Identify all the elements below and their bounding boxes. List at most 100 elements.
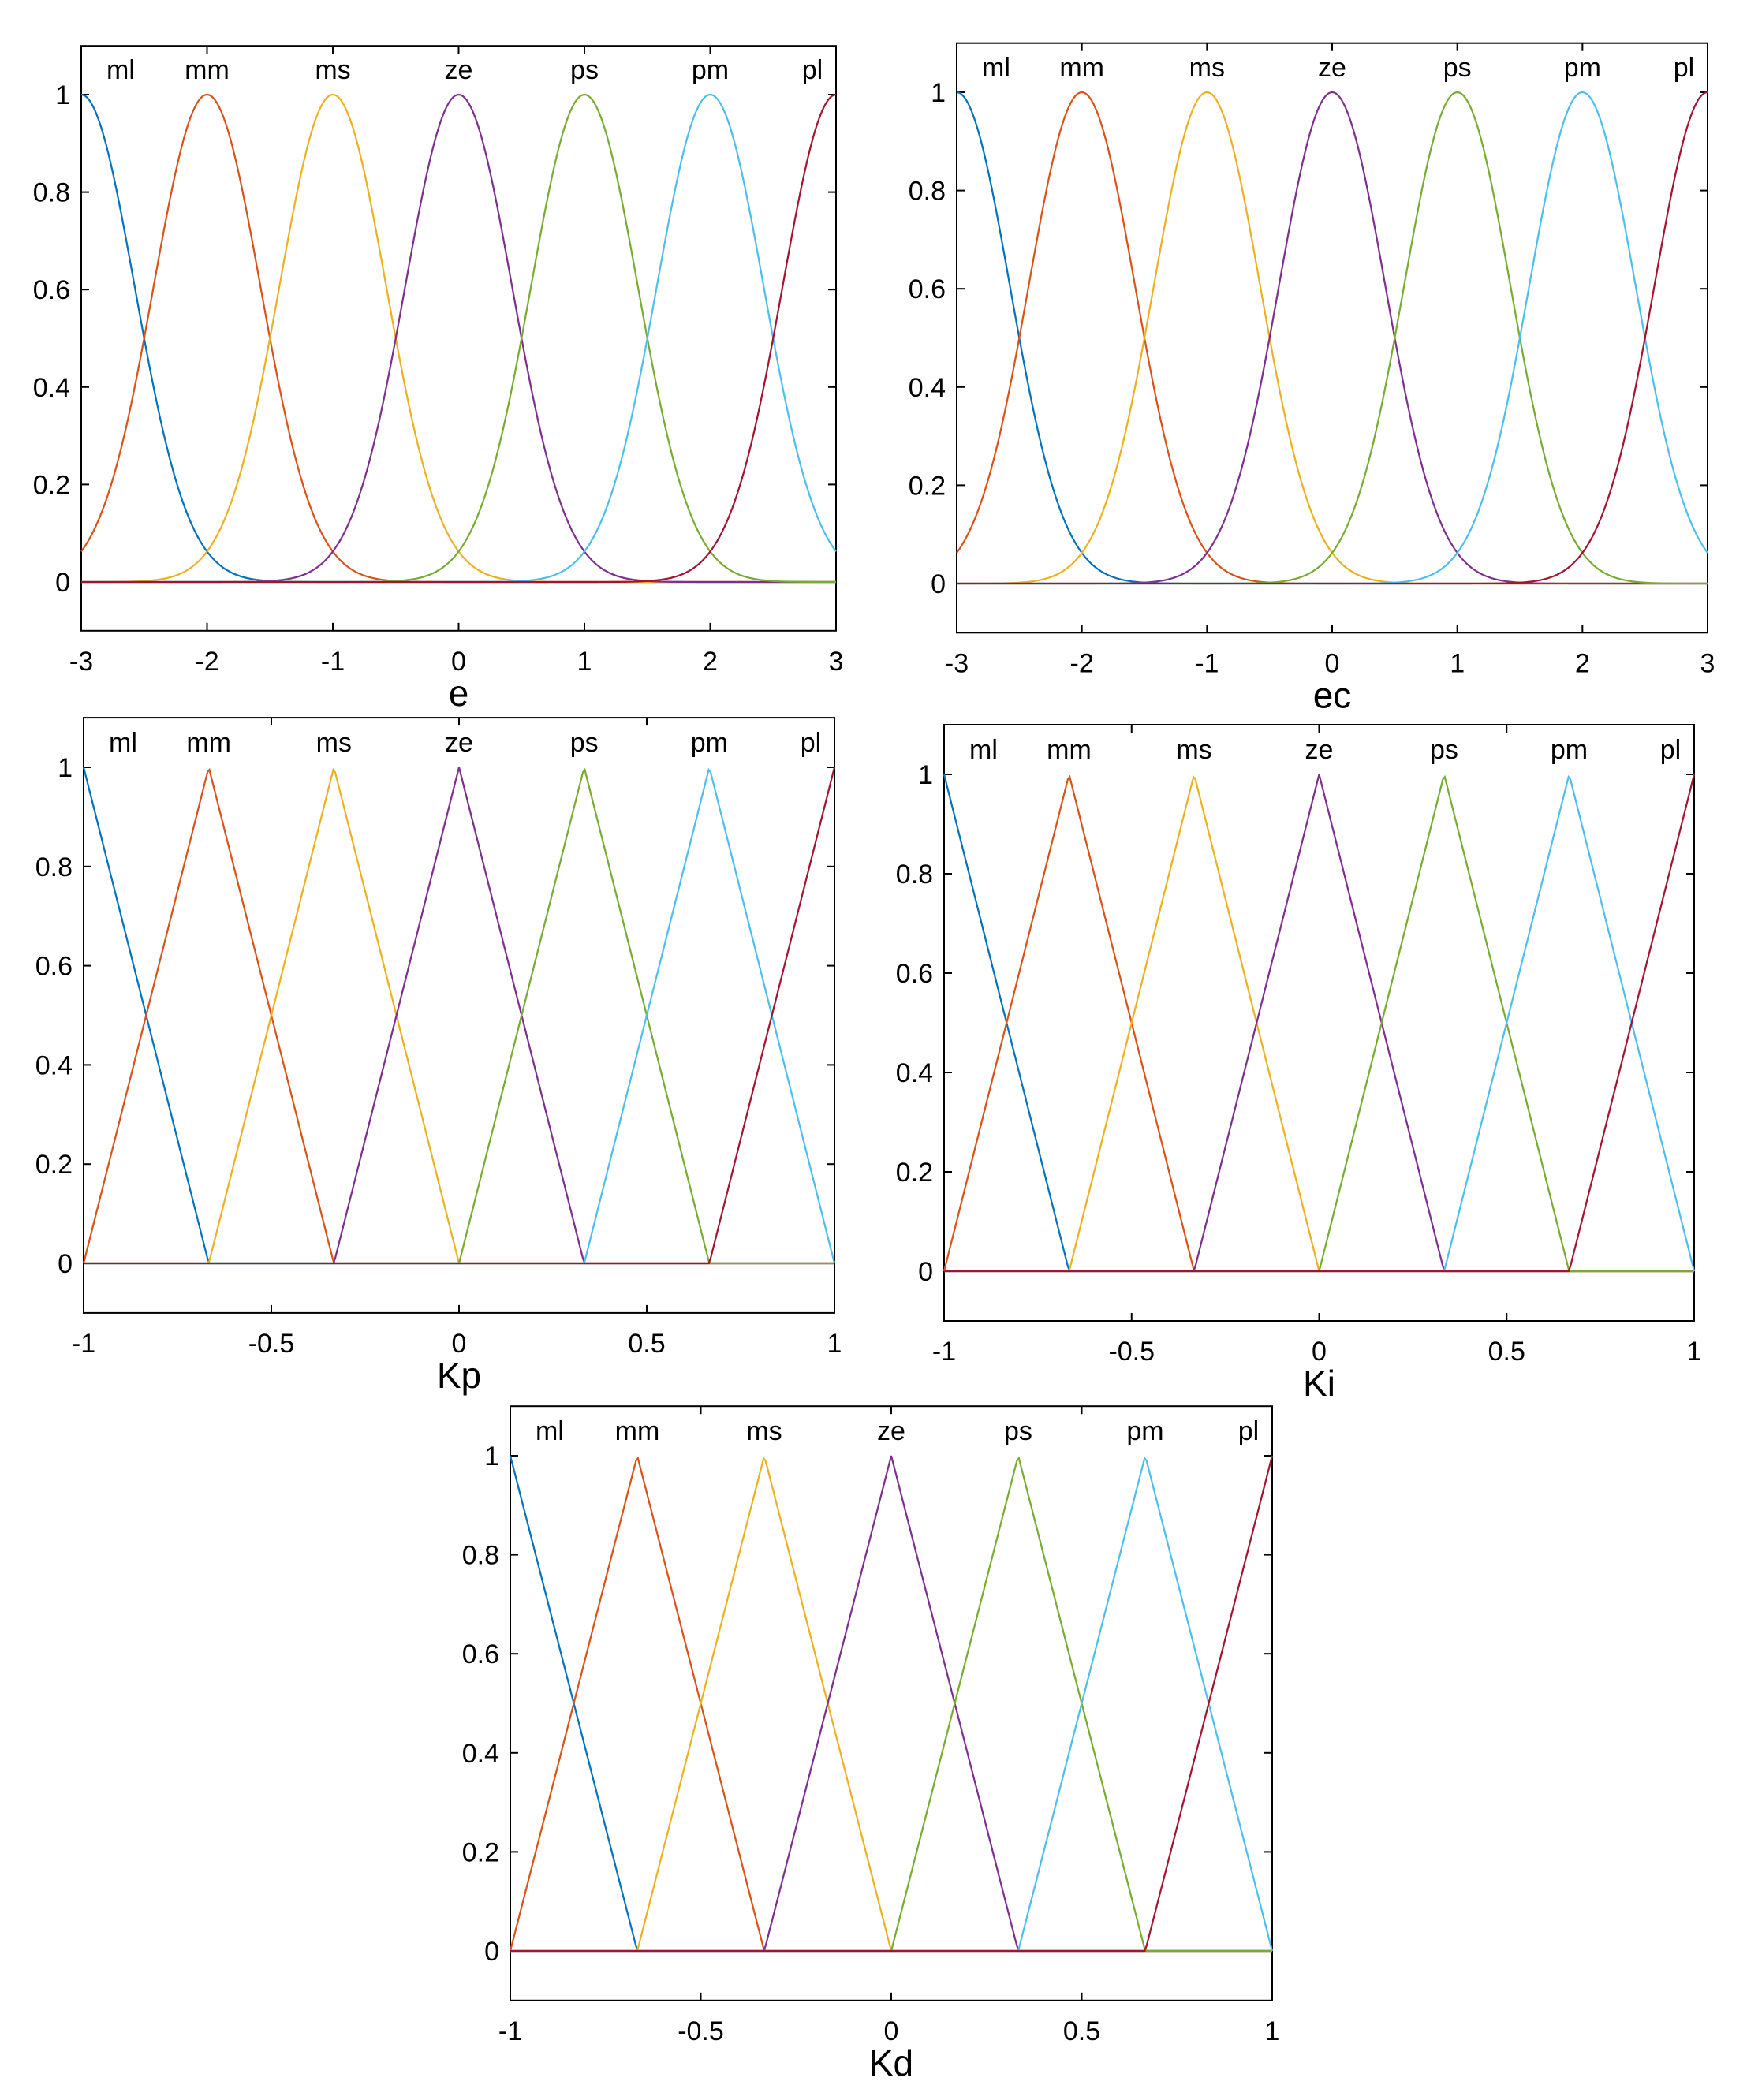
x-tick-label: 1: [827, 1329, 842, 1359]
x-tick-label: 1: [1450, 648, 1465, 678]
series-line-pl: [944, 774, 1696, 1273]
x-tick-label: -1: [1195, 648, 1219, 678]
y-tick-label: 1: [918, 760, 933, 790]
x-tick-label: -0.5: [248, 1329, 295, 1359]
series-label-ms: ms: [315, 55, 350, 85]
x-tick-label: -2: [1070, 648, 1094, 678]
chart-e: 0 0.2 0.4 0.6 0.8 1 -3 -2 -1 0 1 2 3 e ml mm ms ze ps pm pl: [33, 45, 843, 714]
axes-frame: [83, 717, 835, 1314]
series-line-ml: [943, 774, 1694, 1273]
y-tick-label: 0.2: [462, 1837, 499, 1867]
series-label-pm: pm: [691, 728, 728, 758]
series-line-pl: [957, 91, 1708, 585]
y-tick-label: 0.6: [909, 274, 946, 304]
x-axis-label: Kd: [869, 2042, 913, 2083]
series-label-mm: mm: [185, 55, 230, 85]
y-tick-label: 1: [931, 78, 946, 108]
x-axis-label: ec: [1313, 674, 1352, 715]
x-tick-label: -1: [932, 1337, 956, 1367]
x-tick-label: 0: [1325, 648, 1340, 678]
y-tick-label: 0: [931, 569, 946, 599]
x-tick-label: -1: [321, 647, 345, 677]
y-tick-label: 0: [484, 1937, 499, 1967]
series-line-ze: [84, 767, 834, 1265]
x-tick-label: 0: [1312, 1337, 1327, 1367]
y-tick-label: 1: [58, 753, 73, 783]
series-label-mm: mm: [1059, 53, 1104, 83]
series-label-pm: pm: [1126, 1416, 1163, 1446]
series-line-ml: [82, 767, 834, 1265]
chart-ki: 0 0.2 0.4 0.6 0.8 1 -1 -0.5 0 0.5 1 Ki ml mm ms ze ps pm p…: [896, 724, 1702, 1404]
y-tick-label: 0.2: [909, 471, 946, 501]
series-line-ml: [509, 1455, 1272, 1953]
series-line-mm: [80, 93, 836, 584]
series-line-mm: [509, 1456, 1272, 1953]
series-line-pm: [81, 93, 837, 584]
series-label-ps: ps: [1004, 1416, 1032, 1446]
series-label-ps: ps: [1430, 735, 1458, 765]
series-line-mm: [956, 91, 1708, 585]
axes-frame: [943, 724, 1695, 1322]
y-tick-label: 0.6: [33, 275, 70, 305]
y-tick-label: 0.2: [35, 1150, 73, 1180]
series-label-ml: ml: [536, 1416, 564, 1446]
series-line-pm: [84, 767, 836, 1265]
series-line-ps: [81, 93, 836, 584]
series-line-ps: [944, 774, 1694, 1273]
series-line-ms: [957, 91, 1708, 585]
y-tick-label: 0.2: [33, 470, 70, 500]
x-tick-label: -1: [72, 1329, 95, 1359]
series-line-ps: [84, 767, 834, 1265]
series-line-ml: [80, 93, 836, 584]
y-tick-label: 0.4: [33, 373, 70, 403]
series-label-ze: ze: [1318, 53, 1346, 83]
series-line-pm: [957, 91, 1708, 585]
series-line-ml: [956, 91, 1708, 585]
y-tick-label: 0.8: [896, 860, 933, 890]
x-tick-label: 0: [452, 1329, 467, 1359]
x-tick-label: 2: [1575, 648, 1590, 678]
series-line-ms: [944, 774, 1694, 1273]
x-axis-label: e: [449, 673, 469, 714]
axes-frame: [956, 42, 1708, 634]
y-tick-label: 0.8: [33, 178, 70, 208]
series-label-ms: ms: [316, 728, 352, 758]
series-line-ze: [81, 93, 836, 584]
y-tick-label: 0.6: [462, 1639, 499, 1669]
series-line-ze: [944, 774, 1694, 1273]
series-label-pl: pl: [1238, 1416, 1259, 1446]
x-tick-label: -0.5: [1108, 1337, 1155, 1367]
x-tick-label: 1: [1687, 1337, 1702, 1367]
y-tick-label: 0.4: [462, 1739, 499, 1769]
x-axis-label: Ki: [1303, 1363, 1335, 1404]
x-tick-label: -3: [945, 648, 969, 678]
y-tick-label: 0: [55, 568, 70, 598]
chart-kd: 0 0.2 0.4 0.6 0.8 1 -1 -0.5 0 0.5 1 Kd ml mm ms ze ps pm p…: [462, 1405, 1279, 2083]
series-label-ze: ze: [445, 55, 473, 85]
y-tick-label: 0.6: [896, 959, 933, 989]
series-label-ms: ms: [1176, 735, 1211, 765]
series-line-pl: [81, 93, 837, 584]
series-line-ps: [510, 1456, 1272, 1953]
series-label-pm: pm: [692, 55, 729, 85]
series-label-ms: ms: [1189, 53, 1225, 83]
x-tick-label: 0: [451, 647, 466, 677]
series-label-mm: mm: [186, 728, 231, 758]
series-label-pl: pl: [1674, 53, 1694, 83]
series-label-ml: ml: [106, 55, 135, 85]
series-label-ps: ps: [570, 55, 599, 85]
y-tick-label: 0.4: [896, 1058, 933, 1088]
y-tick-label: 0: [58, 1249, 73, 1279]
series-label-ml: ml: [969, 735, 998, 765]
y-tick-label: 1: [55, 80, 70, 110]
series-line-mm: [943, 774, 1694, 1273]
x-tick-label: -2: [195, 647, 218, 677]
series-line-ms: [81, 93, 836, 584]
y-tick-label: 0.4: [35, 1050, 73, 1080]
series-label-pl: pl: [801, 728, 821, 758]
x-tick-label: 2: [703, 647, 718, 677]
y-tick-label: 1: [484, 1442, 499, 1471]
series-line-ze: [957, 91, 1708, 585]
x-tick-label: 0: [884, 2016, 899, 2046]
